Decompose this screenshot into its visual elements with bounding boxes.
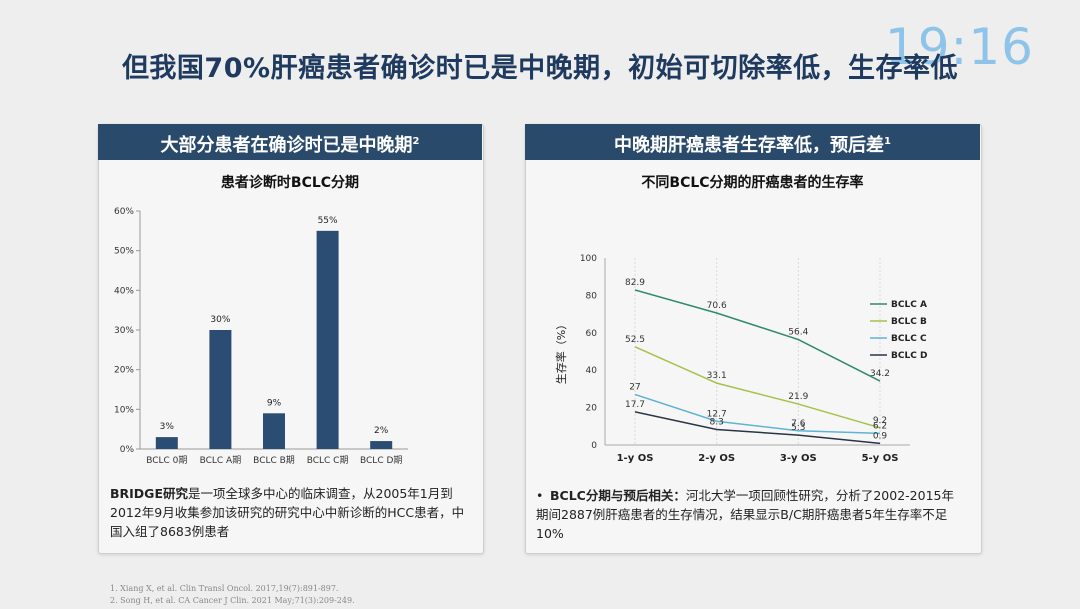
left-description-text: 是一项全球多中心的临床调查，从2005年1月到2012年9月收集参加该研究的研究… <box>110 486 465 539</box>
line-chart-title: 不同BCLC分期的肝癌患者的生存率 <box>641 175 864 191</box>
left-panel <box>98 124 484 554</box>
data-label: 8.3 <box>710 417 724 427</box>
data-label: 52.5 <box>625 335 645 345</box>
x-tick-label: 5-y OS <box>862 453 899 464</box>
x-tick-label: BCLC C期 <box>307 455 349 466</box>
data-label: 21.9 <box>788 392 808 402</box>
x-tick-label: 2-y OS <box>698 453 735 464</box>
line-chart: 生存率（%） 0 20 40 60 80 100 1-y OS 2-y OS 3-y OS 5-y … <box>554 254 927 464</box>
y-tick-label: 60% <box>114 207 134 217</box>
right-description: • BCLC分期与预后相关：河北大学一项回顾性研究，分析了2002-2015年期间… <box>536 486 966 543</box>
series-line <box>634 346 881 429</box>
data-label: 17.7 <box>625 400 645 410</box>
data-label: 34.2 <box>870 369 890 379</box>
bar <box>263 413 285 449</box>
y-tick-label: 40 <box>586 366 598 376</box>
left-panel-header-text: 大部分患者在确诊时已是中晚期 <box>160 135 413 156</box>
left-description: BRIDGE研究是一项全球多中心的临床调查，从2005年1月到2012年9月收集… <box>110 484 470 541</box>
bar-value-label: 30% <box>210 315 230 325</box>
bullet: • <box>536 488 544 503</box>
y-tick-label: 50% <box>114 247 134 257</box>
series-line <box>634 411 881 445</box>
x-tick-label: BCLC B期 <box>253 455 295 466</box>
right-description-bold: BCLC分期与预后相关： <box>550 488 686 503</box>
data-label: 56.4 <box>788 328 808 338</box>
series-line <box>634 289 881 382</box>
y-tick-label: 10% <box>114 405 134 415</box>
bar-chart-title: 患者诊断时BCLC分期 <box>220 175 360 191</box>
y-tick-label: 80 <box>586 291 598 301</box>
y-tick-label: 0% <box>120 445 135 455</box>
reference-1: 1. Xiang X, et al. Clin Transl Oncol. 20… <box>110 584 339 593</box>
data-label: 33.1 <box>707 371 727 381</box>
bar-chart: 0% 10% 20% 30% 40% 50% 60% 3% BCLC 0期 30% BCLC A期 9… <box>114 207 408 466</box>
right-panel-header: 中晚期肝癌患者生存率低，预后差1 <box>525 124 980 160</box>
data-label: 70.6 <box>707 301 727 311</box>
x-tick-label: BCLC D期 <box>360 455 402 466</box>
legend-label: BCLC D <box>891 351 927 361</box>
data-label: 12.7 <box>707 409 727 419</box>
data-label: 6.2 <box>873 421 887 431</box>
data-label: 7.6 <box>791 419 806 429</box>
bar <box>316 230 339 449</box>
bar <box>209 330 232 449</box>
data-label: 0.9 <box>873 431 888 441</box>
legend-label: BCLC B <box>891 317 927 327</box>
x-tick-label: BCLC 0期 <box>146 455 187 466</box>
bar <box>155 437 178 449</box>
y-tick-label: 40% <box>114 286 134 296</box>
page-title: 但我国70%肝癌患者确诊时已是中晚期，初始可切除率低，生存率低 <box>121 53 959 84</box>
data-label: 5.3 <box>791 423 805 433</box>
y-tick-label: 20 <box>586 404 598 414</box>
reference-2: 2. Song H, et al. CA Cancer J Clin. 2021… <box>110 596 355 605</box>
y-tick-label: 30% <box>114 326 134 336</box>
bar-value-label: 55% <box>318 216 338 226</box>
right-panel-header-sup: 1 <box>884 136 891 147</box>
x-tick-label: BCLC A期 <box>200 455 242 466</box>
bar <box>370 441 393 449</box>
references: 1. Xiang X, et al. Clin Transl Oncol. 20… <box>110 583 355 607</box>
y-tick-label: 20% <box>114 366 134 376</box>
left-description-bold: BRIDGE研究 <box>110 486 188 501</box>
x-tick-label: 1-y OS <box>617 453 654 464</box>
y-tick-label: 100 <box>580 254 597 264</box>
right-panel-header-text: 中晚期肝癌患者生存率低，预后差 <box>614 135 885 156</box>
legend-label: BCLC A <box>891 300 927 310</box>
data-label: 27 <box>629 383 640 393</box>
left-panel-header-sup: 2 <box>412 136 420 147</box>
y-tick-label: 0 <box>591 441 597 451</box>
data-label: 82.9 <box>625 278 645 288</box>
series-line <box>634 393 881 435</box>
data-label: 9.2 <box>873 416 887 426</box>
clock-overlay: 19:16 <box>884 18 1034 76</box>
y-axis-title: 生存率（%） <box>554 319 568 384</box>
bar-value-label: 3% <box>160 422 175 432</box>
bar-value-label: 9% <box>267 398 282 408</box>
right-description-text: 河北大学一项回顾性研究，分析了2002-2015年期间2887例肝癌患者的生存情… <box>536 488 954 541</box>
legend-label: BCLC C <box>891 334 927 344</box>
left-panel-header: 大部分患者在确诊时已是中晚期2 <box>98 124 482 160</box>
bar-value-label: 2% <box>374 426 389 436</box>
x-tick-label: 3-y OS <box>780 453 817 464</box>
y-tick-label: 60 <box>586 329 598 339</box>
